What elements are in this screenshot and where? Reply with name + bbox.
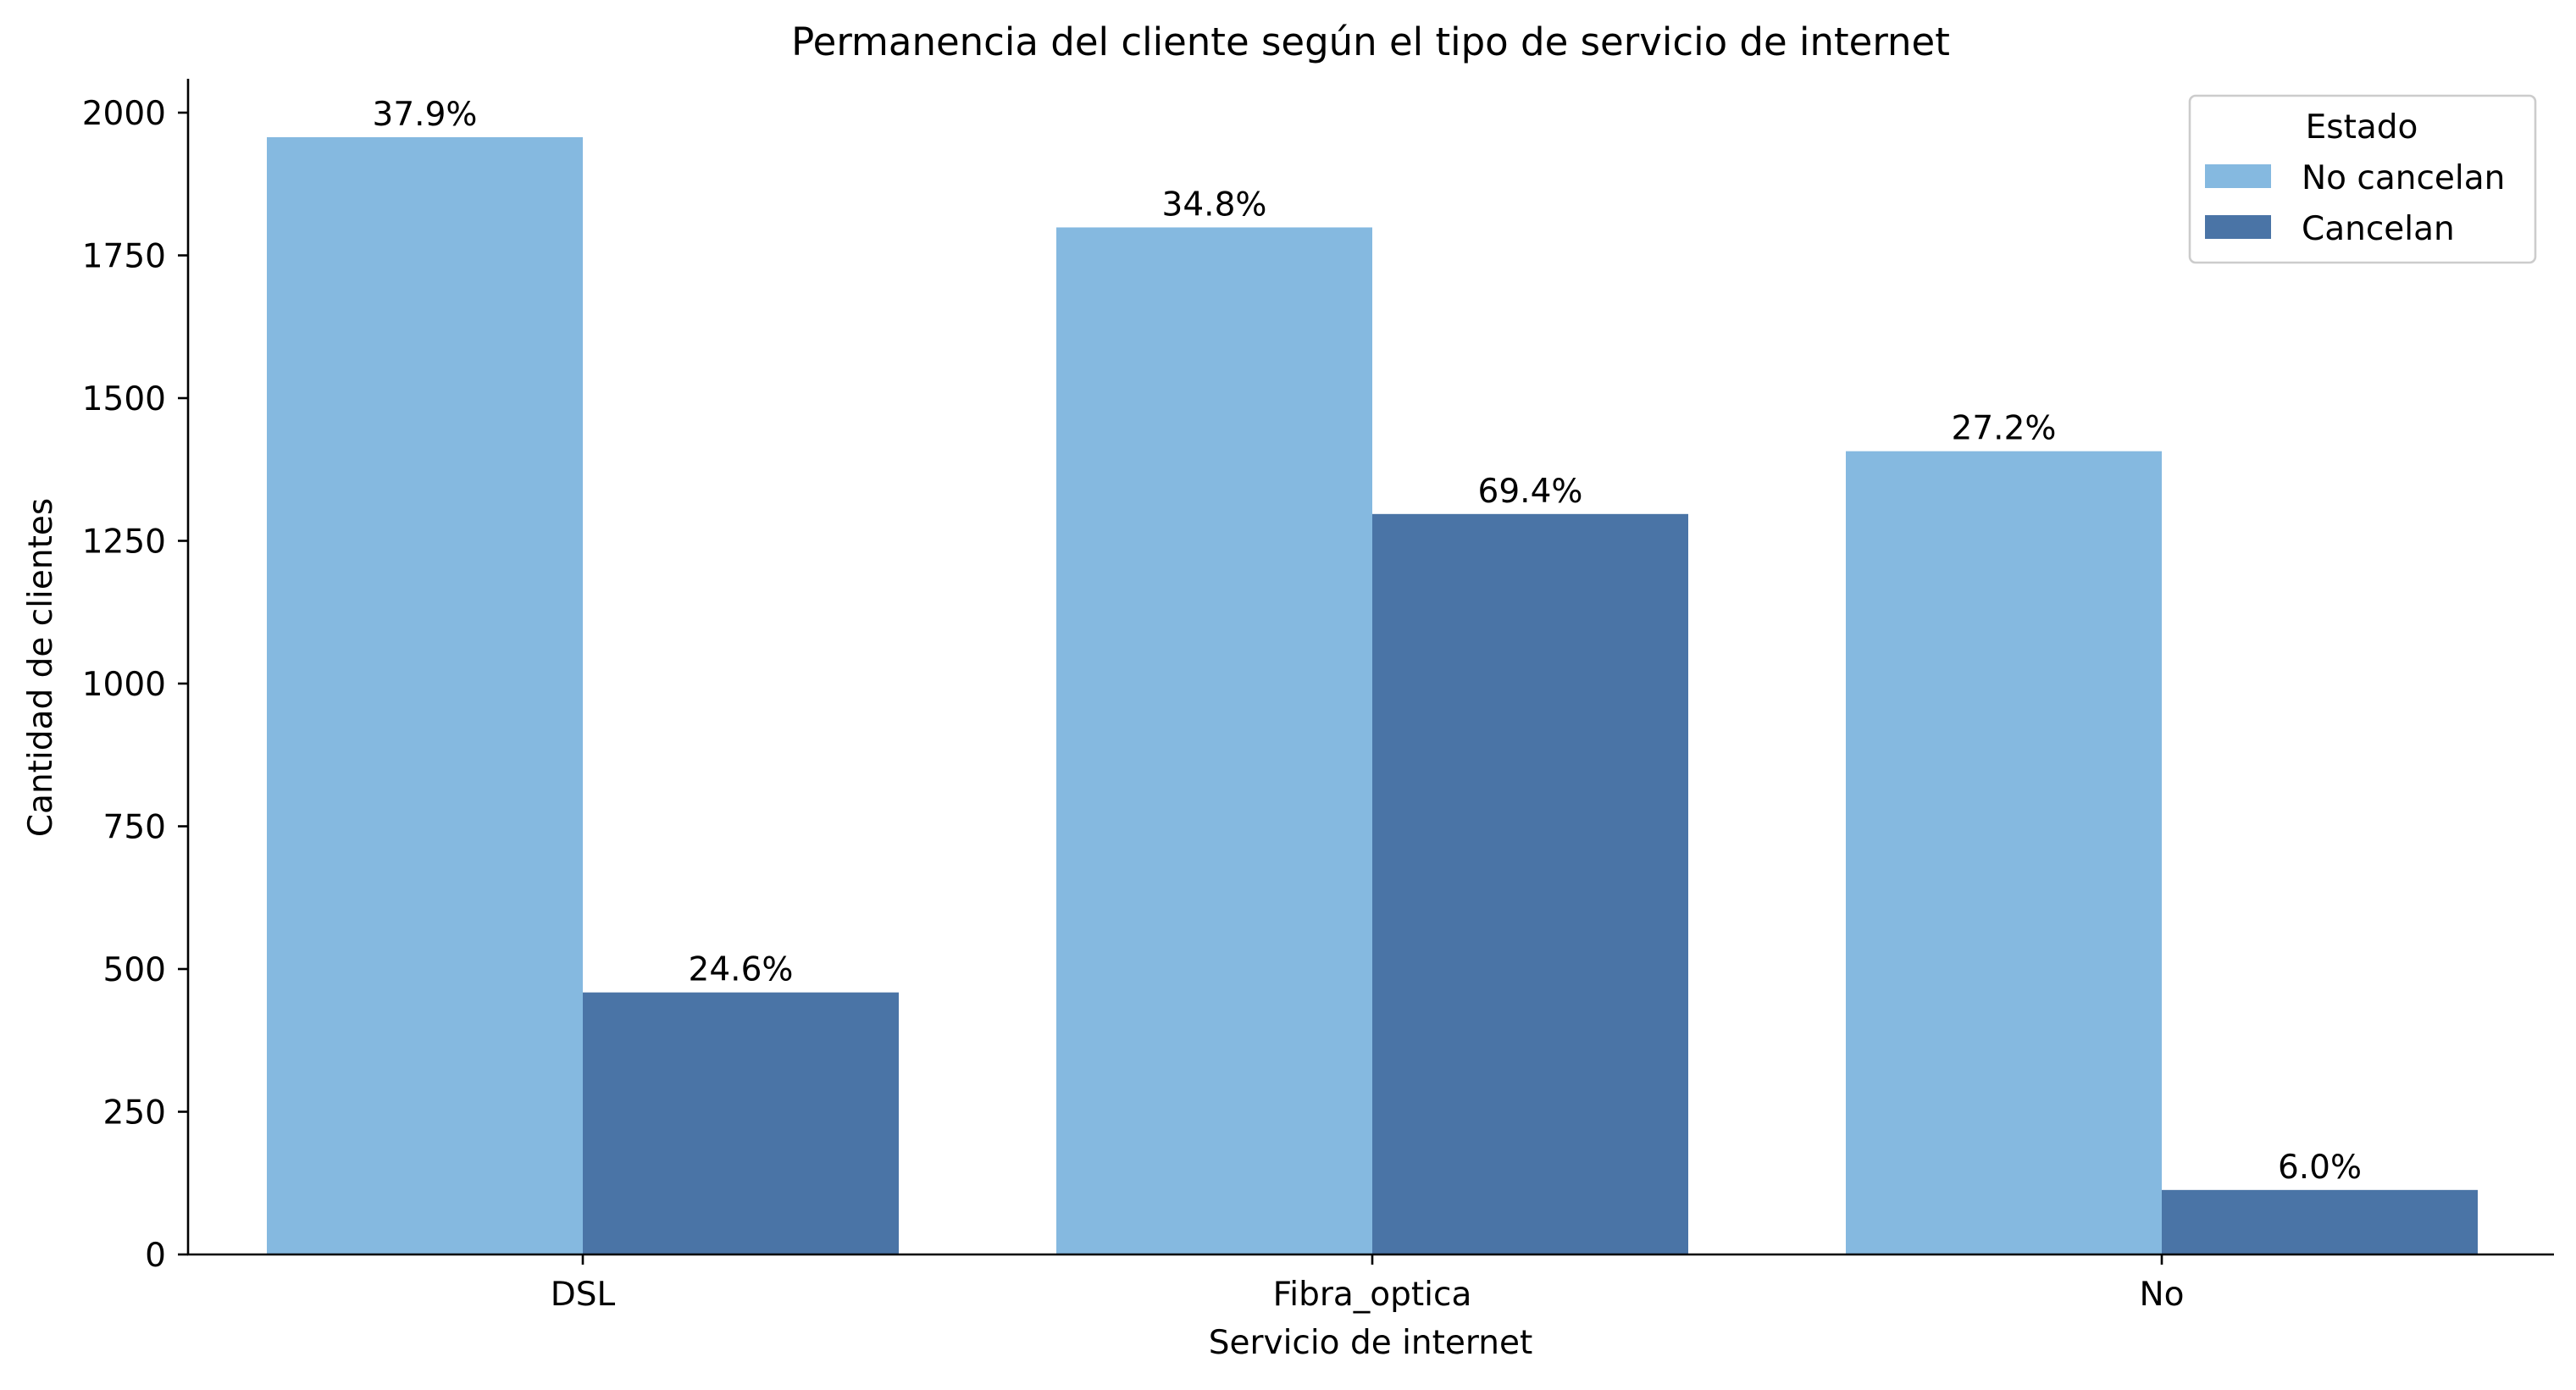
legend-label-no-cancelan: No cancelan [2302,159,2505,197]
bar-fibra-optica-cancelan [1372,513,1688,1254]
y-tick-label: 2000 [82,95,166,133]
bar-data-label: 69.4% [1478,473,1583,511]
y-tick-label: 1500 [82,380,166,418]
x-tick-label: Fibra_optica [1273,1276,1472,1314]
bar-data-label: 6.0% [2278,1149,2362,1187]
bar-data-label: 27.2% [1952,410,2057,448]
legend-swatch-no-cancelan [2205,164,2271,188]
axes-layer [186,79,2554,1256]
legend-label-cancelan: Cancelan [2302,210,2455,248]
chart-title: Permanencia del cliente según el tipo de… [791,19,1950,64]
y-tick-label: 750 [103,809,166,847]
legend-title: Estado [2306,108,2418,147]
y-tick-label: 250 [103,1094,166,1132]
bar-fibra-optica-no-cancelan [1056,227,1372,1254]
y-tick-label: 1250 [82,523,166,562]
bar-dsl-cancelan [583,992,899,1254]
x-ticks-layer: DSL Fibra_optica No [551,1254,2185,1314]
y-tick-label: 1750 [82,238,166,276]
x-axis-label: Servicio de internet [1209,1324,1533,1362]
legend-frame [2188,94,2537,264]
bar-data-label: 24.6% [689,951,794,989]
x-tick-label: No [2139,1276,2184,1314]
x-tick-label: DSL [551,1276,616,1314]
y-tick-label: 1000 [82,666,166,704]
y-ticks-layer: 0 250 500 750 1000 1250 1500 1750 2000 [82,95,188,1275]
bar-data-label: 37.9% [373,96,478,134]
bar-labels-layer: 37.9% 24.6% 34.8% 69.4% 27.2% 6.0% [373,96,2363,1187]
bar-data-label: 34.8% [1162,186,1267,224]
y-tick-label: 0 [145,1237,166,1275]
bar-no-no-cancelan [1846,451,2162,1254]
legend: Estado No cancelan Cancelan [2188,94,2537,264]
bar-no-cancelan [2162,1189,2478,1254]
y-tick-label: 500 [103,951,166,989]
y-axis-label: Cantidad de clientes [22,498,60,837]
bar-dsl-no-cancelan [267,136,583,1255]
legend-swatch-cancelan [2205,215,2271,239]
bars-layer [267,136,2478,1255]
